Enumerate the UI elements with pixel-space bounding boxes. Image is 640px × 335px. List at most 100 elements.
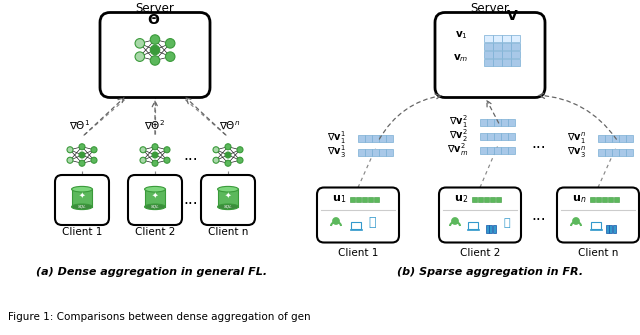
Circle shape (225, 144, 231, 150)
Text: $\mathbf{u}_1$: $\mathbf{u}_1$ (332, 193, 346, 205)
Bar (72, 189, 92, 207)
Text: Client n: Client n (208, 227, 248, 237)
Bar (484, 51, 493, 58)
Circle shape (150, 45, 160, 55)
Bar (605, 149, 611, 155)
Bar (619, 149, 625, 155)
Bar (608, 197, 613, 201)
Text: $\nabla\Theta^2$: $\nabla\Theta^2$ (145, 118, 166, 132)
Bar (478, 197, 483, 201)
Bar (493, 51, 502, 58)
Text: Client 2: Client 2 (135, 227, 175, 237)
Text: $\mathbf{v}_1$: $\mathbf{v}_1$ (455, 29, 468, 41)
Circle shape (237, 147, 243, 153)
Text: $\nabla\mathbf{v}_1^n$: $\nabla\mathbf{v}_1^n$ (567, 130, 586, 146)
Text: $\mathbf{\Theta}$: $\mathbf{\Theta}$ (147, 13, 161, 27)
Circle shape (140, 157, 146, 163)
Ellipse shape (218, 186, 239, 192)
Bar (511, 59, 520, 66)
Text: Client 1: Client 1 (62, 227, 102, 237)
Text: $\mathbf{V}$: $\mathbf{V}$ (506, 9, 518, 23)
Circle shape (573, 217, 579, 224)
Bar (372, 149, 378, 155)
Ellipse shape (145, 186, 165, 192)
Bar (472, 197, 477, 201)
Text: Client 1: Client 1 (338, 248, 378, 258)
Text: ✦: ✦ (225, 191, 231, 200)
Bar (468, 222, 478, 229)
Text: $\nabla\mathbf{v}_3^1$: $\nabla\mathbf{v}_3^1$ (327, 144, 346, 160)
Bar (379, 135, 385, 141)
Circle shape (225, 152, 231, 158)
Text: Figure 1: Comparisons between dense aggregation of gen: Figure 1: Comparisons between dense aggr… (8, 312, 310, 322)
Bar (508, 133, 515, 139)
Bar (494, 147, 500, 153)
Text: ✦: ✦ (152, 191, 158, 200)
Bar (502, 35, 511, 42)
Bar (494, 119, 500, 126)
Bar (145, 189, 165, 207)
Bar (365, 135, 371, 141)
Bar (487, 147, 493, 153)
Ellipse shape (72, 204, 92, 210)
Bar (496, 197, 501, 201)
Bar (493, 225, 496, 232)
Text: SQL: SQL (150, 205, 159, 209)
Circle shape (135, 39, 145, 48)
Text: $\nabla\mathbf{v}_2^2$: $\nabla\mathbf{v}_2^2$ (449, 128, 468, 144)
Bar (619, 135, 625, 141)
Circle shape (152, 144, 158, 150)
Bar (626, 149, 632, 155)
Bar (487, 119, 493, 126)
Text: 🛍: 🛍 (504, 218, 510, 228)
Text: $\mathbf{u}_2$: $\mathbf{u}_2$ (454, 193, 468, 205)
Text: ...: ... (532, 135, 547, 150)
Ellipse shape (218, 204, 239, 210)
Text: (b) Sparse aggregation in FR.: (b) Sparse aggregation in FR. (397, 267, 583, 277)
Bar (502, 51, 511, 58)
Text: $\nabla\Theta^1$: $\nabla\Theta^1$ (69, 118, 91, 132)
Bar (484, 35, 493, 42)
Bar (467, 228, 479, 230)
Text: ...: ... (184, 193, 198, 207)
Bar (351, 222, 361, 229)
FancyBboxPatch shape (435, 12, 545, 97)
Bar (591, 222, 601, 229)
Circle shape (166, 52, 175, 61)
Text: $\mathbf{v}_m$: $\mathbf{v}_m$ (452, 52, 468, 64)
Text: Server: Server (136, 2, 175, 15)
Bar (350, 228, 362, 230)
Bar (386, 149, 392, 155)
Bar (511, 43, 520, 50)
Circle shape (225, 160, 231, 166)
Text: $\nabla\mathbf{v}_1^1$: $\nabla\mathbf{v}_1^1$ (328, 130, 346, 146)
Circle shape (213, 147, 219, 153)
Text: $\mathbf{u}_n$: $\mathbf{u}_n$ (572, 193, 586, 205)
Bar (598, 135, 605, 141)
Bar (487, 133, 493, 139)
Bar (501, 119, 508, 126)
Text: $\nabla\Theta^n$: $\nabla\Theta^n$ (220, 119, 241, 131)
Circle shape (164, 147, 170, 153)
Bar (356, 197, 361, 201)
Bar (605, 225, 609, 232)
Circle shape (79, 152, 85, 158)
Circle shape (213, 157, 219, 163)
Bar (508, 147, 515, 153)
Bar (612, 135, 618, 141)
Text: SQL: SQL (223, 205, 232, 209)
Bar (511, 35, 520, 42)
Bar (511, 51, 520, 58)
Circle shape (152, 152, 158, 158)
Bar (480, 147, 486, 153)
Circle shape (333, 217, 339, 224)
Ellipse shape (72, 186, 92, 192)
FancyBboxPatch shape (439, 188, 521, 243)
Bar (480, 119, 486, 126)
Circle shape (135, 52, 145, 61)
Bar (362, 197, 367, 201)
FancyBboxPatch shape (201, 175, 255, 225)
Circle shape (150, 35, 160, 44)
Text: SQL: SQL (77, 205, 86, 209)
Bar (612, 149, 618, 155)
